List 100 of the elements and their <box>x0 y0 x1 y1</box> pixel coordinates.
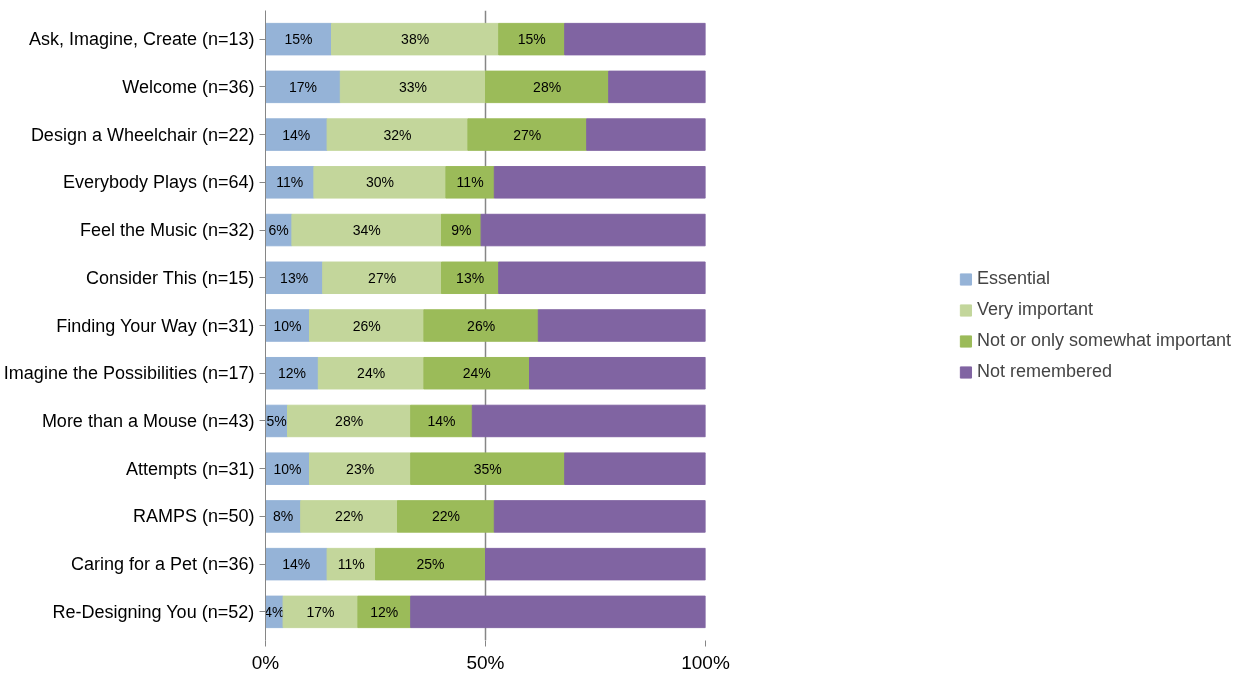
bar <box>287 404 412 438</box>
data-label: 35% <box>473 460 502 477</box>
x-tick-label: 50% <box>466 651 505 673</box>
data-label: 17% <box>306 603 335 620</box>
bar <box>265 118 328 151</box>
bar <box>291 213 442 247</box>
bar <box>300 500 398 533</box>
bar <box>537 309 706 342</box>
data-label: 14% <box>282 556 311 573</box>
legend-label: Not or only somewhat important <box>976 330 1232 351</box>
y-tick-label: Welcome (n=36) <box>122 76 255 97</box>
data-label: 28% <box>533 78 562 95</box>
bar <box>423 309 539 342</box>
bar <box>498 261 706 295</box>
x-tick-label: 0% <box>251 651 280 673</box>
bar <box>265 547 328 581</box>
bar <box>586 118 706 151</box>
bar <box>493 166 706 199</box>
y-tick-label: Finding Your Way (n=31) <box>56 315 255 336</box>
data-label: 26% <box>467 317 496 334</box>
y-tick-label: Re-Designing You (n=52) <box>52 601 255 622</box>
bar <box>410 404 473 438</box>
data-label: 15% <box>284 31 313 48</box>
bar <box>498 22 566 56</box>
data-label: 25% <box>416 556 445 573</box>
data-label: 34% <box>352 222 381 239</box>
data-label: 8% <box>272 508 294 525</box>
data-label: 13% <box>280 269 309 286</box>
data-label: 15% <box>517 31 546 48</box>
legend-label: Very important <box>976 299 1094 320</box>
data-label: 28% <box>335 412 364 429</box>
y-tick-label: Everybody Plays (n=64) <box>62 172 255 193</box>
data-label: 12% <box>370 603 399 620</box>
data-label: 14% <box>427 412 456 429</box>
bar <box>608 70 706 104</box>
bar <box>410 595 706 629</box>
bar <box>265 22 332 56</box>
y-tick-label: Ask, Imagine, Create (n=13) <box>28 29 255 50</box>
bar <box>445 166 495 199</box>
bar <box>282 595 359 629</box>
data-label: 23% <box>346 460 375 477</box>
bar <box>326 118 469 151</box>
data-label: 33% <box>398 78 427 95</box>
data-label: 30% <box>365 174 394 191</box>
x-tick-label: 100% <box>681 651 730 673</box>
bar <box>397 500 495 533</box>
y-tick-label: Attempts (n=31) <box>125 458 255 479</box>
bar <box>265 356 319 390</box>
data-label: 38% <box>401 31 430 48</box>
data-label: 10% <box>273 317 302 334</box>
legend-label: Essential <box>976 268 1050 289</box>
bar <box>480 213 706 247</box>
bar <box>564 22 706 56</box>
y-tick-label: More than a Mouse (n=43) <box>41 410 255 431</box>
bar <box>326 547 376 581</box>
data-label: 11% <box>276 174 304 191</box>
bar <box>339 70 486 104</box>
bar <box>265 70 341 104</box>
data-label: 9% <box>451 222 472 239</box>
bar <box>265 261 324 295</box>
y-tick-label: Consider This (n=15) <box>85 267 255 288</box>
bar <box>410 452 566 485</box>
bar <box>375 547 486 581</box>
bar <box>317 356 425 390</box>
bar <box>331 22 500 56</box>
data-label: 11% <box>337 556 365 573</box>
bar <box>485 547 706 581</box>
data-label: 22% <box>431 508 460 525</box>
data-label: 10% <box>273 460 302 477</box>
bar <box>357 595 412 629</box>
data-label: 24% <box>462 365 491 382</box>
data-label: 17% <box>288 78 317 95</box>
bar <box>309 309 425 342</box>
data-label: 32% <box>383 126 412 143</box>
bar <box>313 166 447 199</box>
y-tick-label: Design a Wheelchair (n=22) <box>30 124 255 145</box>
bar <box>485 70 610 104</box>
y-tick-label: Imagine the Possibilities (n=17) <box>3 363 255 384</box>
bar <box>423 356 530 390</box>
data-label: 26% <box>352 317 381 334</box>
bar <box>441 261 500 295</box>
data-label: 12% <box>277 365 306 382</box>
y-tick-label: RAMPS (n=50) <box>132 506 255 527</box>
data-label: 11% <box>456 174 484 191</box>
legend-label: Not remembered <box>976 361 1113 382</box>
bar <box>471 404 706 438</box>
bar <box>467 118 588 151</box>
y-tick-label: Feel the Music (n=32) <box>79 220 255 241</box>
data-label: 6% <box>268 222 289 239</box>
data-label: 14% <box>282 126 311 143</box>
bar <box>529 356 706 390</box>
data-label: 5% <box>266 412 287 429</box>
data-label: 22% <box>335 508 364 525</box>
bar <box>309 452 412 485</box>
bar <box>493 500 706 533</box>
data-label: 27% <box>513 126 542 143</box>
data-label: 24% <box>357 365 386 382</box>
y-tick-label: Caring for a Pet (n=36) <box>70 554 255 575</box>
data-label: 27% <box>368 269 397 286</box>
bar <box>564 452 706 485</box>
